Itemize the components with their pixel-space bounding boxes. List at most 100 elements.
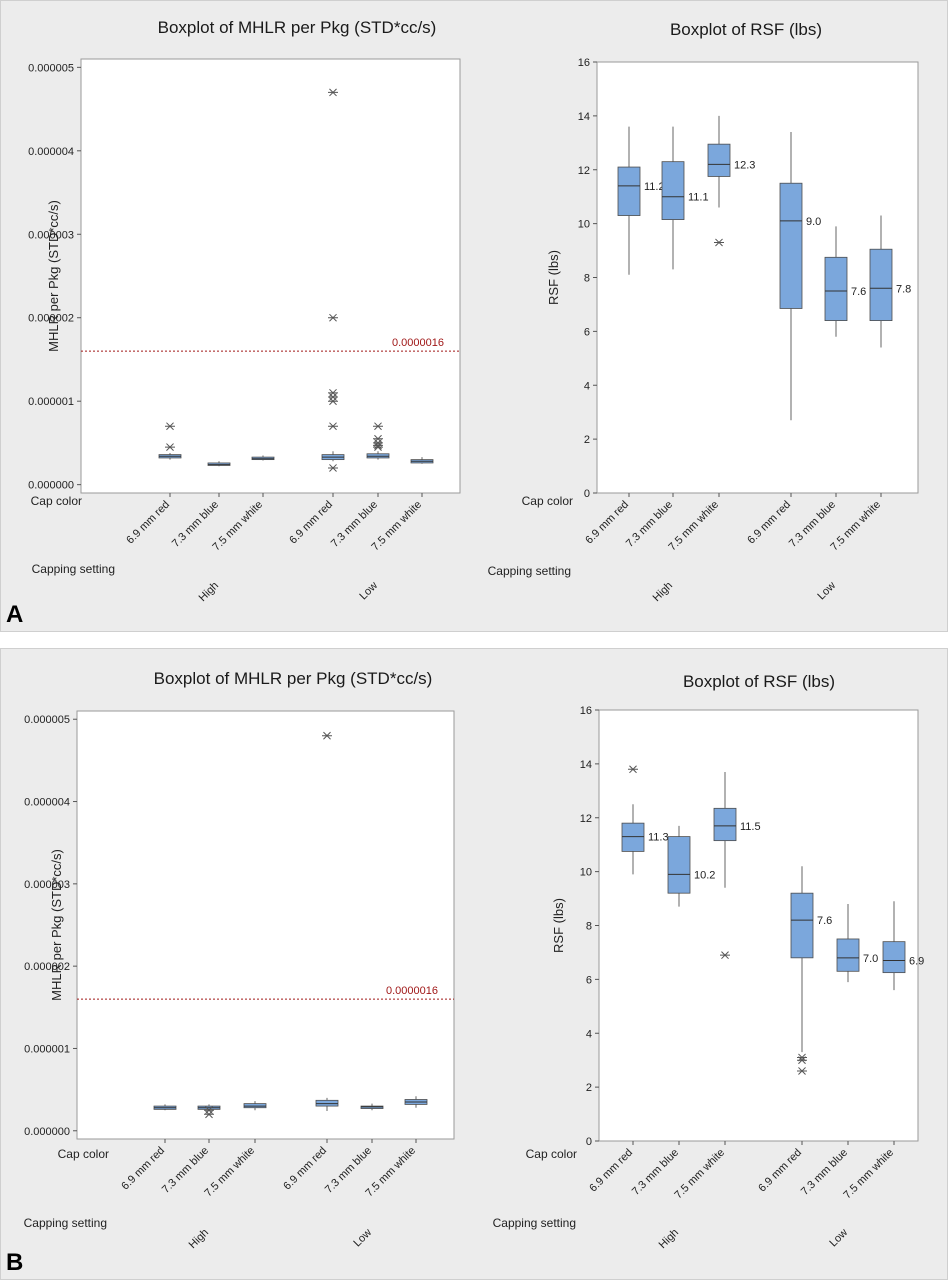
mhlr-boxplot-a: Boxplot of MHLR per Pkg (STD*cc/s) 0.0000… — [28, 18, 461, 604]
rsf-boxplot-b: Boxplot of RSF (lbs) 0 2 4 6 8 10 12 14 16 RSF (lb… — [493, 672, 925, 1251]
outlier-marker — [328, 422, 338, 431]
box-value-label: 11.1 — [688, 192, 709, 204]
plot-area — [596, 61, 919, 494]
x-category-label: 6.9 mm red — [583, 499, 631, 547]
box-value-label: 11.3 — [648, 832, 669, 844]
outlier-marker — [373, 422, 383, 431]
y-tick-label: 14 — [580, 759, 592, 771]
chart-title: Boxplot of RSF (lbs) — [670, 20, 822, 39]
outlier-marker — [328, 88, 338, 97]
x-category-label: 7.3 mm blue — [624, 499, 675, 550]
outlier-marker — [797, 1056, 807, 1065]
outlier-marker — [328, 313, 338, 322]
box-value-label: 7.8 — [896, 283, 911, 295]
box-value-label: 11.2 — [644, 181, 665, 193]
box-value-label: 7.6 — [851, 286, 866, 298]
x-group-label: High — [657, 1227, 681, 1251]
y-axis-label: MHLR per Pkg (STD*cc/s) — [46, 200, 61, 352]
x-category-label: 7.3 mm blue — [799, 1147, 850, 1198]
plot-area — [76, 710, 455, 1140]
y-tick-label: 16 — [580, 705, 592, 717]
box — [779, 182, 803, 309]
box — [713, 807, 737, 842]
y-tick-label: 16 — [578, 57, 590, 69]
outlier-marker — [797, 1067, 807, 1075]
y-tick-label: 10 — [580, 867, 592, 879]
y-tick-label: 6 — [586, 974, 592, 986]
panel-label-a: A — [6, 601, 24, 628]
outlier-marker — [714, 238, 724, 247]
box — [790, 892, 814, 959]
y-tick-label: 0.000002 — [24, 961, 70, 973]
box — [667, 836, 691, 894]
box-value-label: 12.3 — [734, 159, 755, 171]
x-factor-label-outer: Capping setting — [32, 562, 115, 576]
box — [869, 248, 893, 321]
chart-title: Boxplot of MHLR per Pkg (STD*cc/s) — [158, 18, 437, 37]
plot-area — [80, 58, 461, 494]
box-value-label: 6.9 — [909, 956, 924, 968]
outlier-marker — [373, 441, 383, 450]
y-tick-label: 2 — [584, 434, 590, 446]
box-value-label: 9.0 — [806, 216, 821, 228]
outlier-marker — [204, 1110, 214, 1119]
box — [882, 941, 906, 974]
y-tick-label: 0.000003 — [24, 879, 70, 891]
x-factor-label-inner: Cap color — [526, 1147, 577, 1161]
y-tick-label: 0 — [584, 488, 590, 500]
x-category-label: 7.3 mm blue — [630, 1147, 681, 1198]
outlier-marker — [165, 422, 175, 431]
y-tick-label: 0.000003 — [28, 229, 74, 241]
panel-a: Boxplot of MHLR per Pkg (STD*cc/s) 0.0000… — [0, 0, 948, 632]
y-tick-label: 0.000000 — [24, 1126, 70, 1138]
y-tick-label: 0.000004 — [24, 797, 70, 809]
y-tick-label: 8 — [584, 273, 590, 285]
y-tick-label: 0.000001 — [28, 396, 74, 408]
chart-title: Boxplot of RSF (lbs) — [683, 672, 835, 691]
box-value-label: 7.0 — [863, 953, 878, 965]
panel-b: Boxplot of MHLR per Pkg (STD*cc/s) 0.0000… — [0, 648, 948, 1280]
y-tick-label: 0.000005 — [28, 62, 74, 74]
rsf-boxplot-a: Boxplot of RSF (lbs) 0 2 4 6 8 10 12 14 16 RSF (lb… — [488, 20, 919, 604]
chart-title: Boxplot of MHLR per Pkg (STD*cc/s) — [154, 669, 433, 688]
x-factor-label-inner: Cap color — [31, 494, 82, 508]
mhlr-boxplot-b: Boxplot of MHLR per Pkg (STD*cc/s) 0.0000… — [24, 669, 455, 1251]
reference-line-label: 0.0000016 — [386, 985, 438, 997]
outlier-marker — [328, 464, 338, 472]
x-category-label: 6.9 mm red — [587, 1147, 635, 1195]
y-tick-label: 0 — [586, 1136, 592, 1148]
y-tick-label: 0.000002 — [28, 313, 74, 325]
outlier-marker — [328, 397, 338, 406]
outlier-marker — [165, 443, 175, 451]
y-axis-label: RSF (lbs) — [551, 898, 566, 953]
x-factor-label-outer: Capping setting — [488, 564, 571, 578]
x-category-label: 6.9 mm red — [745, 499, 793, 547]
y-tick-label: 8 — [586, 921, 592, 933]
y-tick-label: 14 — [578, 111, 590, 123]
y-tick-label: 4 — [586, 1028, 592, 1040]
box-value-label: 11.5 — [740, 821, 761, 833]
y-tick-label: 0.000005 — [24, 714, 70, 726]
y-tick-label: 2 — [586, 1082, 592, 1094]
box — [707, 143, 731, 177]
outlier-marker — [322, 731, 332, 740]
y-tick-label: 12 — [580, 813, 592, 825]
box — [836, 938, 860, 972]
outlier-marker — [628, 765, 638, 774]
y-axis-label: MHLR per Pkg (STD*cc/s) — [49, 849, 64, 1001]
y-tick-label: 0.000001 — [24, 1043, 70, 1055]
outlier-marker — [373, 443, 383, 451]
x-group-label: High — [651, 580, 675, 604]
x-group-label: Low — [827, 1227, 850, 1250]
box — [661, 161, 685, 220]
y-tick-label: 0.000000 — [28, 480, 74, 492]
x-factor-label-inner: Cap color — [58, 1147, 109, 1161]
box-value-label: 7.6 — [817, 915, 832, 927]
box — [617, 166, 641, 216]
y-tick-label: 12 — [578, 165, 590, 177]
box — [824, 256, 848, 321]
panel-label-b: B — [6, 1249, 24, 1276]
x-group-label: Low — [815, 580, 838, 603]
plot-area — [598, 709, 919, 1142]
y-tick-label: 0.000004 — [28, 146, 74, 158]
